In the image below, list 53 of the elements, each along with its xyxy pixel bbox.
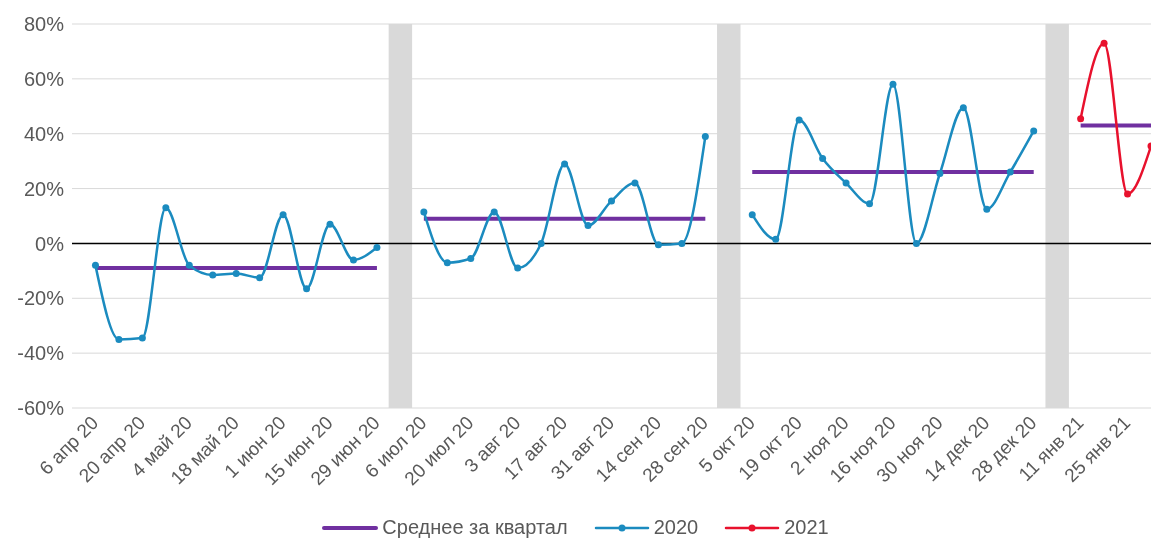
legend-label: 2021 <box>784 516 829 539</box>
point <box>748 211 756 219</box>
y-tick-label: -60% <box>17 397 65 420</box>
y-tick-label: 0% <box>35 232 65 255</box>
y-tick-label: -20% <box>17 287 65 310</box>
point <box>162 204 170 212</box>
y-tick-label: 60% <box>23 67 65 90</box>
legend-label: Среднее за квартал <box>382 516 568 539</box>
point <box>1100 39 1108 47</box>
point <box>537 239 545 247</box>
point <box>654 241 662 249</box>
point <box>959 104 967 112</box>
point <box>232 270 240 278</box>
point <box>608 197 615 205</box>
point <box>866 200 874 208</box>
point <box>631 179 639 187</box>
point <box>514 264 522 272</box>
point <box>1077 115 1085 123</box>
point <box>678 239 686 247</box>
point <box>91 261 99 269</box>
point <box>1030 127 1038 135</box>
point <box>561 160 569 168</box>
y-tick-label: 80% <box>23 13 65 36</box>
point <box>490 208 498 216</box>
y-tick-label: -40% <box>17 342 65 365</box>
y-tick-label: 20% <box>23 177 65 200</box>
point <box>701 132 709 140</box>
point <box>349 256 357 264</box>
point <box>772 235 780 243</box>
point <box>326 220 334 228</box>
point <box>1006 168 1014 176</box>
point <box>373 244 381 252</box>
y-tick-label: 40% <box>23 122 65 145</box>
point <box>209 271 217 279</box>
point <box>185 261 193 269</box>
point <box>819 154 827 162</box>
point <box>303 285 311 293</box>
point <box>1124 190 1132 198</box>
point <box>983 205 991 213</box>
point <box>795 116 803 124</box>
point <box>842 179 850 187</box>
point <box>584 222 592 230</box>
point <box>912 239 920 247</box>
point <box>115 335 123 343</box>
point <box>443 259 451 267</box>
point <box>936 169 944 177</box>
point <box>889 80 897 88</box>
point <box>279 211 287 219</box>
point <box>467 255 475 263</box>
point <box>420 208 428 216</box>
point <box>256 274 264 282</box>
legend-label: 2020 <box>653 516 699 539</box>
point <box>138 334 146 342</box>
